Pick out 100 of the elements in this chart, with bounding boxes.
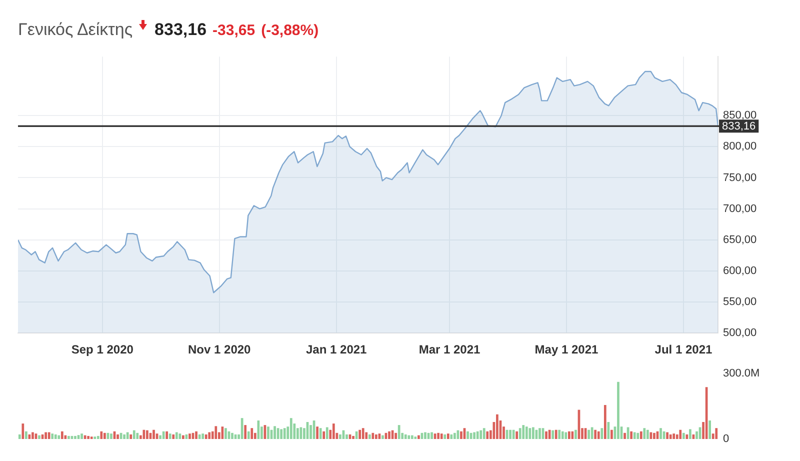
bar bbox=[166, 431, 168, 439]
bar bbox=[666, 432, 668, 439]
bar bbox=[398, 425, 400, 439]
bar bbox=[404, 434, 407, 439]
bar bbox=[365, 432, 368, 439]
bar bbox=[646, 430, 649, 439]
bar bbox=[554, 430, 558, 439]
bar bbox=[446, 434, 450, 439]
bar bbox=[636, 432, 640, 439]
bar bbox=[202, 434, 204, 439]
bar bbox=[152, 430, 155, 439]
bar bbox=[110, 434, 112, 439]
y-tick-label: 650,00 bbox=[723, 234, 757, 246]
bar bbox=[247, 431, 250, 439]
bar bbox=[525, 426, 528, 439]
bar bbox=[660, 428, 662, 439]
bar bbox=[509, 430, 512, 439]
bar bbox=[68, 436, 70, 439]
x-tick-label: Jan 1 2021 bbox=[306, 342, 368, 357]
bar bbox=[208, 432, 211, 439]
y-tick-label: 750,00 bbox=[723, 172, 757, 184]
bar bbox=[597, 431, 600, 439]
bar bbox=[607, 422, 610, 439]
bar bbox=[600, 428, 604, 439]
bar bbox=[686, 434, 688, 439]
y-tick-label: 800,00 bbox=[723, 140, 757, 153]
bar bbox=[274, 426, 276, 439]
bar bbox=[450, 434, 453, 439]
x-tick-label: Jul 1 2021 bbox=[654, 342, 712, 357]
bar bbox=[80, 434, 83, 439]
bar bbox=[466, 431, 469, 439]
text: 833,16 bbox=[154, 20, 207, 40]
bar bbox=[394, 432, 397, 439]
bar bbox=[624, 432, 626, 439]
bar bbox=[54, 434, 57, 439]
bar bbox=[610, 430, 613, 439]
bar bbox=[362, 428, 364, 439]
x-tick-label: Mar 1 2021 bbox=[418, 342, 481, 357]
bar bbox=[676, 434, 678, 439]
bar bbox=[172, 434, 175, 439]
bar bbox=[476, 431, 479, 439]
bar bbox=[604, 404, 606, 439]
bar bbox=[408, 435, 410, 439]
bar bbox=[480, 430, 482, 439]
bar bbox=[214, 426, 218, 439]
bar bbox=[280, 429, 282, 439]
x-tick-label: Sep 1 2020 bbox=[71, 342, 134, 357]
bar bbox=[283, 428, 286, 439]
bar bbox=[96, 436, 100, 439]
bar bbox=[594, 430, 597, 439]
bar bbox=[58, 435, 60, 439]
bar bbox=[104, 432, 106, 439]
bar bbox=[136, 432, 139, 439]
bar bbox=[382, 435, 384, 439]
bar bbox=[588, 430, 590, 439]
bar bbox=[100, 431, 103, 439]
bar bbox=[440, 434, 443, 439]
bar bbox=[18, 434, 21, 439]
bar bbox=[51, 434, 54, 439]
bar bbox=[358, 430, 361, 439]
bar bbox=[545, 431, 548, 439]
bar bbox=[715, 428, 718, 439]
x-tick-label: Nov 1 2020 bbox=[188, 342, 252, 357]
bar bbox=[486, 431, 489, 439]
bar bbox=[538, 428, 541, 439]
bar bbox=[516, 431, 518, 439]
bar bbox=[326, 427, 328, 439]
bar bbox=[388, 431, 390, 439]
bar bbox=[87, 436, 90, 439]
bar bbox=[267, 426, 270, 439]
bar bbox=[496, 414, 498, 439]
bar bbox=[32, 432, 34, 439]
bar bbox=[126, 432, 129, 439]
bar bbox=[375, 434, 378, 439]
bar bbox=[123, 434, 126, 439]
bar bbox=[643, 428, 646, 439]
bar bbox=[244, 425, 247, 439]
text: (-3,88%) bbox=[261, 22, 319, 38]
bar bbox=[708, 420, 711, 439]
bar bbox=[195, 431, 198, 439]
bar bbox=[224, 428, 227, 439]
bar bbox=[630, 431, 632, 439]
bar bbox=[290, 418, 292, 439]
bar bbox=[682, 432, 685, 439]
bar bbox=[574, 430, 577, 439]
bar bbox=[473, 432, 476, 439]
bar bbox=[257, 420, 260, 439]
bar bbox=[528, 428, 532, 439]
bar bbox=[437, 432, 440, 439]
bar bbox=[60, 431, 64, 439]
bar bbox=[178, 434, 182, 439]
bar bbox=[182, 435, 184, 439]
y-tick-label: 300.0M bbox=[723, 368, 760, 380]
bar bbox=[430, 432, 433, 439]
bar bbox=[168, 434, 172, 439]
bar bbox=[188, 434, 191, 439]
bar bbox=[25, 431, 28, 439]
bar bbox=[454, 432, 456, 439]
bar bbox=[116, 434, 119, 439]
bar bbox=[346, 434, 348, 439]
